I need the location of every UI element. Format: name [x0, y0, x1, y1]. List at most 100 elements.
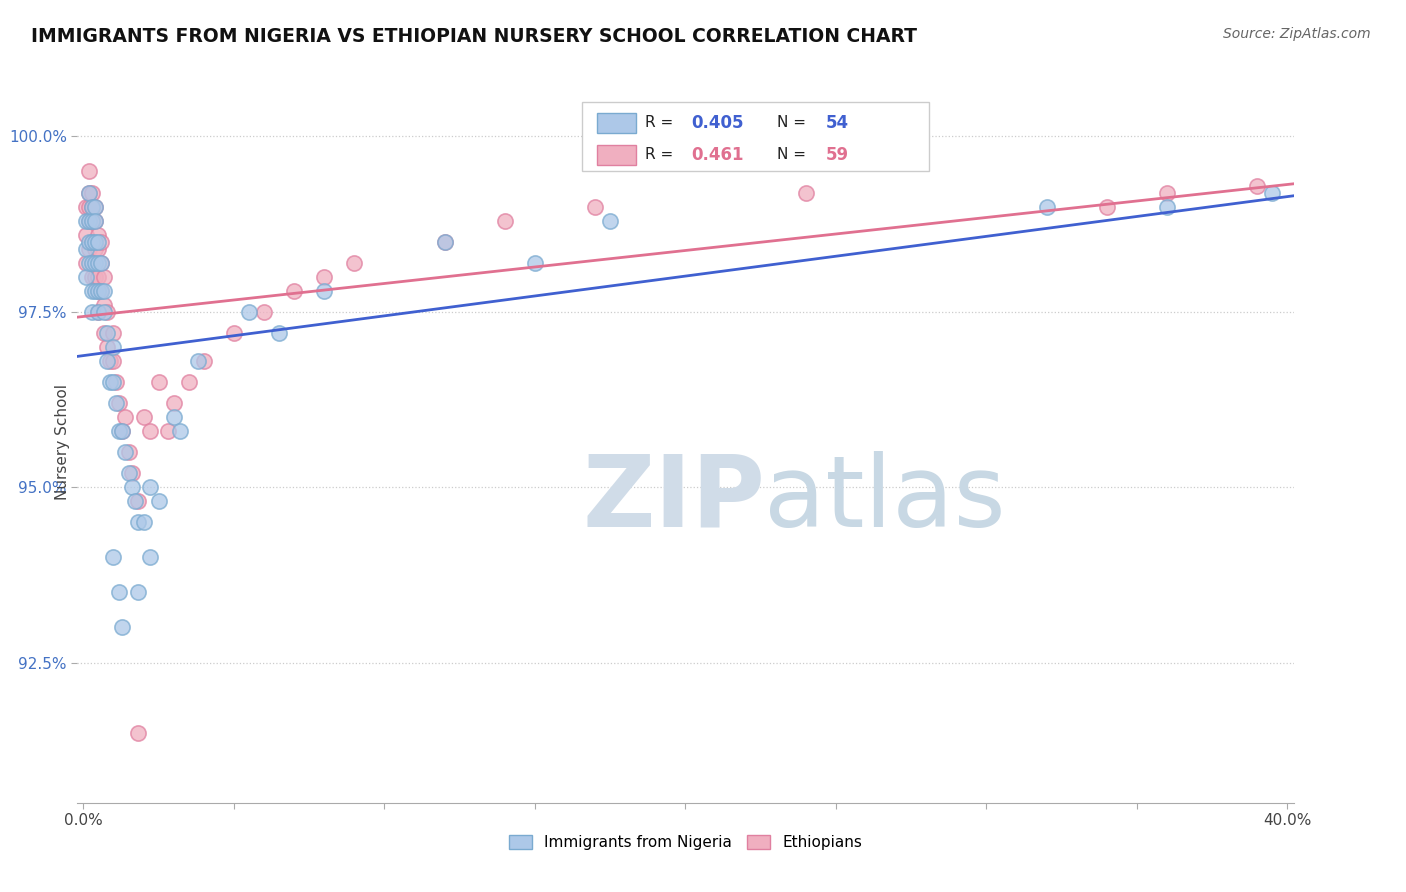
Point [111, 424, 134, 438]
Point [84, 255, 107, 269]
FancyBboxPatch shape [596, 145, 636, 165]
Point [108, 585, 131, 599]
Point [169, 424, 191, 438]
Point [314, 269, 336, 284]
Point [90, 284, 112, 298]
Point [90, 284, 112, 298]
Text: IMMIGRANTS FROM NIGERIA VS ETHIOPIAN NURSERY SCHOOL CORRELATION CHART: IMMIGRANTS FROM NIGERIA VS ETHIOPIAN NUR… [31, 27, 917, 45]
Point [156, 424, 179, 438]
Point [84, 235, 107, 249]
Point [84, 284, 107, 298]
Point [82, 255, 104, 269]
Point [121, 466, 143, 480]
Text: 54: 54 [825, 114, 848, 132]
Text: R =: R = [645, 147, 679, 162]
Point [433, 235, 456, 249]
Text: 0.405: 0.405 [692, 114, 744, 132]
Point [111, 424, 134, 438]
Point [82, 200, 104, 214]
Point [87, 235, 110, 249]
Text: R =: R = [645, 115, 679, 130]
Point [79, 213, 101, 227]
FancyBboxPatch shape [596, 112, 636, 133]
Point [100, 375, 122, 389]
Point [96, 354, 118, 368]
Point [127, 585, 149, 599]
Point [1156, 200, 1178, 214]
Point [87, 255, 110, 269]
Point [93, 305, 115, 319]
Point [267, 326, 290, 340]
Point [90, 255, 112, 269]
Point [103, 375, 125, 389]
Point [193, 354, 215, 368]
Point [599, 213, 621, 227]
Point [238, 305, 260, 319]
Point [82, 305, 104, 319]
Point [111, 620, 134, 634]
Text: atlas: atlas [765, 450, 1007, 548]
Text: 0.461: 0.461 [692, 145, 744, 164]
Point [1095, 200, 1118, 214]
Point [138, 424, 160, 438]
Point [177, 375, 200, 389]
Point [84, 213, 107, 227]
Point [75, 242, 97, 256]
Point [148, 375, 170, 389]
Point [1156, 186, 1178, 200]
Point [132, 515, 155, 529]
Point [90, 235, 112, 249]
Text: N =: N = [776, 147, 810, 162]
Point [75, 200, 97, 214]
Point [127, 494, 149, 508]
Point [75, 255, 97, 269]
Point [108, 396, 131, 410]
Point [114, 445, 136, 459]
Point [79, 164, 101, 178]
Y-axis label: Nursery School: Nursery School [55, 384, 70, 500]
Point [148, 494, 170, 508]
Point [96, 305, 118, 319]
Point [108, 424, 131, 438]
Point [163, 396, 186, 410]
Point [222, 326, 245, 340]
Point [84, 242, 107, 256]
Point [253, 305, 276, 319]
Point [84, 269, 107, 284]
Point [82, 186, 104, 200]
Point [82, 213, 104, 227]
Legend: Immigrants from Nigeria, Ethiopians: Immigrants from Nigeria, Ethiopians [503, 830, 868, 856]
Point [75, 227, 97, 242]
Point [87, 284, 110, 298]
Point [523, 255, 546, 269]
Point [124, 494, 146, 508]
Point [75, 269, 97, 284]
Point [87, 305, 110, 319]
Point [127, 725, 149, 739]
Point [103, 326, 125, 340]
Point [121, 480, 143, 494]
Point [96, 340, 118, 354]
Point [132, 409, 155, 424]
Point [84, 200, 107, 214]
Point [90, 255, 112, 269]
Point [82, 269, 104, 284]
Point [84, 213, 107, 227]
Point [314, 284, 336, 298]
Point [494, 213, 516, 227]
Point [87, 305, 110, 319]
Point [105, 396, 128, 410]
Point [82, 213, 104, 227]
Point [79, 200, 101, 214]
Point [79, 255, 101, 269]
Text: Source: ZipAtlas.com: Source: ZipAtlas.com [1223, 27, 1371, 41]
Point [433, 235, 456, 249]
Point [93, 298, 115, 312]
Point [138, 550, 160, 565]
Point [117, 466, 139, 480]
Point [79, 186, 101, 200]
Point [114, 409, 136, 424]
Point [794, 186, 817, 200]
Point [93, 284, 115, 298]
Point [138, 480, 160, 494]
